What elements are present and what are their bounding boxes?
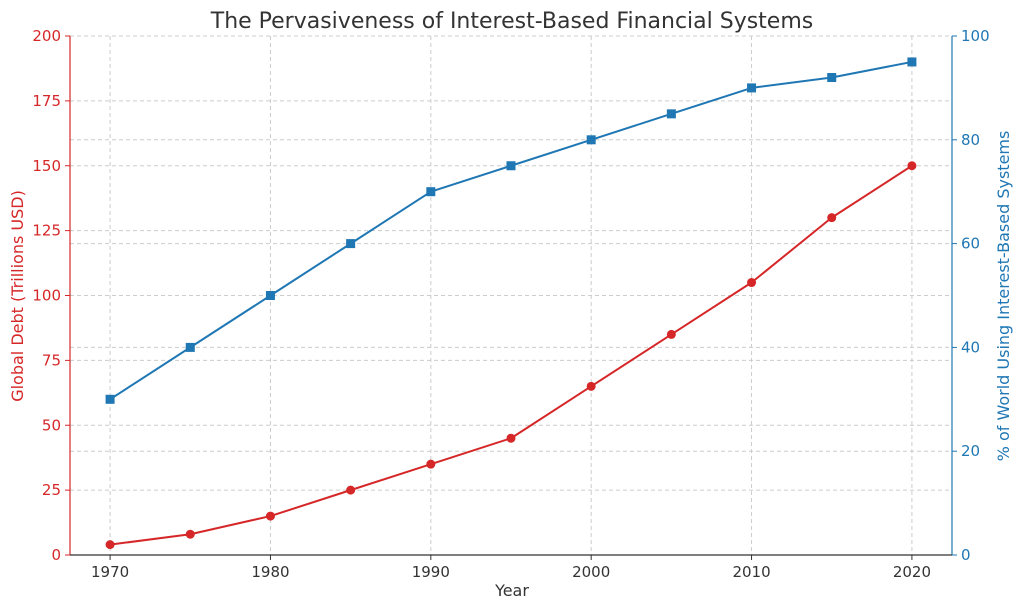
left-tick-label: 100 bbox=[32, 287, 61, 305]
data-point-left bbox=[666, 329, 676, 339]
data-point-right bbox=[346, 239, 356, 249]
right-tick-label: 60 bbox=[961, 235, 980, 253]
data-point-right bbox=[747, 83, 757, 93]
right-tick-label: 0 bbox=[961, 546, 971, 564]
data-point-left bbox=[265, 511, 275, 521]
x-tick-label: 1990 bbox=[412, 563, 450, 581]
left-tick-label: 175 bbox=[32, 92, 61, 110]
data-point-right bbox=[506, 161, 516, 171]
right-tick-label: 20 bbox=[961, 442, 980, 460]
data-point-right bbox=[666, 109, 676, 119]
left-tick-label: 75 bbox=[42, 351, 61, 369]
data-point-right bbox=[827, 73, 837, 83]
x-tick-label: 2010 bbox=[732, 563, 770, 581]
series-layer bbox=[105, 57, 917, 550]
grid bbox=[70, 35, 952, 556]
right-tick-label: 100 bbox=[961, 27, 990, 45]
x-tick-label: 1980 bbox=[251, 563, 289, 581]
data-point-left bbox=[506, 433, 516, 443]
data-point-right bbox=[105, 394, 115, 404]
left-tick-label: 50 bbox=[42, 416, 61, 434]
left-tick-label: 0 bbox=[51, 546, 61, 564]
data-point-right bbox=[586, 135, 596, 145]
data-point-left bbox=[827, 213, 837, 223]
data-point-left bbox=[907, 161, 917, 171]
x-axis-title: Year bbox=[494, 581, 529, 600]
left-tick-label: 200 bbox=[32, 27, 61, 45]
left-axis-title: Global Debt (Trillions USD) bbox=[8, 190, 27, 402]
left-tick-label: 25 bbox=[42, 481, 61, 499]
series-line-left bbox=[109, 164, 913, 546]
data-point-right bbox=[265, 291, 275, 300]
x-tick-label: 2000 bbox=[572, 563, 610, 581]
right-tick-label: 40 bbox=[961, 338, 980, 356]
data-point-left bbox=[747, 278, 757, 288]
chart-title: The Pervasiveness of Interest-Based Fina… bbox=[210, 9, 814, 34]
x-tick-label: 1970 bbox=[91, 563, 129, 581]
axes: 1970 1980 1990 2000 2010 20200255075100125150… bbox=[32, 27, 989, 581]
left-tick-label: 125 bbox=[32, 222, 61, 240]
x-tick-label: 2020 bbox=[893, 563, 931, 581]
data-point-left bbox=[105, 540, 115, 550]
right-tick-label: 80 bbox=[961, 131, 980, 149]
data-point-right bbox=[426, 187, 436, 197]
data-point-left bbox=[185, 529, 195, 539]
data-point-left bbox=[586, 381, 596, 391]
data-point-left bbox=[346, 485, 356, 495]
data-point-right bbox=[907, 57, 917, 67]
left-tick-label: 150 bbox=[32, 157, 61, 175]
right-axis-title: % of World Using Interest-Based Systems bbox=[994, 131, 1013, 462]
data-point-right bbox=[185, 342, 195, 352]
data-point-left bbox=[426, 459, 436, 469]
